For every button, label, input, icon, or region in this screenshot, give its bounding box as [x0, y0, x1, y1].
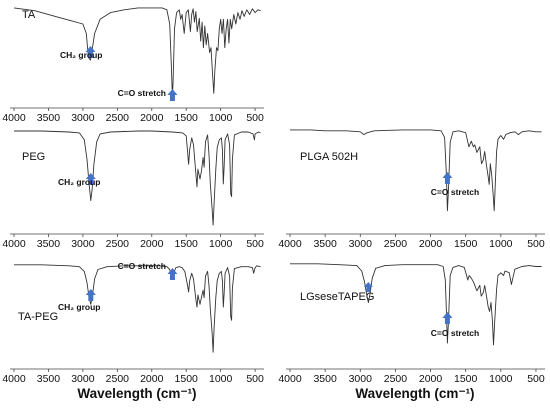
x-tick-label: 500 [246, 238, 264, 250]
x-tick-label: 2500 [106, 373, 130, 385]
spectrum-line [14, 264, 261, 353]
x-tick-label: 2500 [384, 373, 408, 385]
x-tick-label: 4000 [278, 373, 302, 385]
x-tick-label: 3500 [313, 373, 337, 385]
sample-label: PLGA 502H [300, 151, 358, 163]
x-tick-label: 3000 [71, 373, 95, 385]
spectrum-line [13, 7, 261, 98]
sample-label: TA-PEG [18, 311, 58, 323]
x-axis-label-right: Wavelength (cm⁻¹) [355, 386, 474, 401]
annotation-label: C=O stretch [431, 328, 479, 338]
x-tick-label: 3000 [349, 238, 373, 250]
sample-label: TA [22, 9, 36, 21]
annotation-arrow-icon [442, 172, 453, 184]
annotation-label: C=O stretch [118, 88, 166, 98]
annotation-label: CH₂ group [58, 177, 101, 187]
sample-label: LGseseTAPEG [300, 291, 374, 303]
sample-label: PEG [22, 151, 45, 163]
x-tick-label: 2500 [384, 238, 408, 250]
x-tick-label: 3500 [37, 238, 61, 250]
spectrum-line [14, 130, 261, 226]
x-tick-label: 2000 [140, 112, 164, 124]
x-tick-label: 3500 [37, 373, 61, 385]
annotation-label: CH₂ group [60, 50, 103, 60]
spectrum-panel-1: PEG 4000 3500 3000 2500 2000 1500 1000 500 CH₂ gr… [2, 130, 264, 250]
x-tick-label: 1000 [489, 373, 513, 385]
x-tick-label: 2500 [106, 112, 130, 124]
x-tick-label: 3500 [37, 112, 61, 124]
x-tick-label: 1000 [209, 373, 233, 385]
x-tick-label: 2500 [106, 238, 130, 250]
spectrum-panel-2: TA-PEG 4000 3500 3000 2500 2000 1500 1000 500 CH₂… [2, 261, 264, 385]
x-tick-label: 500 [527, 373, 545, 385]
x-tick-label: 2000 [140, 238, 164, 250]
x-tick-label: 1000 [489, 238, 513, 250]
annotation-arrow-icon [167, 268, 178, 280]
x-tick-label: 2000 [419, 238, 443, 250]
x-axis-label-left: Wavelength (cm⁻¹) [77, 386, 196, 401]
annotation-label: CH₂ group [58, 302, 101, 312]
annotation-arrow-icon [85, 46, 96, 58]
x-tick-label: 1500 [175, 112, 199, 124]
ch2-marker-arrow-icon [363, 282, 373, 292]
annotation-arrow-icon [85, 173, 96, 185]
spectrum-panel-0: TA 4000 3500 3000 2500 2000 1500 1000 500 CH₂ gro… [2, 7, 264, 124]
x-tick-label: 500 [527, 238, 545, 250]
annotation-label: C=O stretch [431, 187, 479, 197]
x-tick-label: 4000 [2, 238, 26, 250]
spectrum-panel-4: LGseseTAPEG 4000 3500 3000 2500 2000 1500 1000 5… [278, 263, 545, 385]
annotation-arrow-icon [167, 89, 178, 101]
annotation-arrow-icon [85, 289, 96, 301]
x-tick-label: 1000 [209, 112, 233, 124]
x-tick-label: 2000 [419, 373, 443, 385]
x-tick-label: 3000 [349, 373, 373, 385]
x-tick-label: 4000 [2, 112, 26, 124]
spectrum-line [290, 263, 542, 346]
x-tick-label: 1000 [209, 238, 233, 250]
x-tick-label: 1500 [454, 238, 478, 250]
x-tick-label: 1500 [175, 238, 199, 250]
x-tick-label: 4000 [278, 238, 302, 250]
x-tick-label: 1500 [175, 373, 199, 385]
spectrum-panel-3: PLGA 502H 4000 3500 3000 2500 2000 1500 1000 500… [278, 129, 545, 250]
x-tick-label: 3000 [71, 112, 95, 124]
x-tick-label: 4000 [2, 373, 26, 385]
annotation-arrow-icon [442, 312, 453, 324]
spectrum-line [290, 129, 542, 212]
x-tick-label: 3000 [71, 238, 95, 250]
x-tick-label: 1500 [454, 373, 478, 385]
x-tick-label: 2000 [140, 373, 164, 385]
annotation-label: C=O stretch [118, 261, 166, 271]
x-tick-label: 500 [246, 373, 264, 385]
x-tick-label: 500 [246, 112, 264, 124]
x-tick-label: 3500 [313, 238, 337, 250]
